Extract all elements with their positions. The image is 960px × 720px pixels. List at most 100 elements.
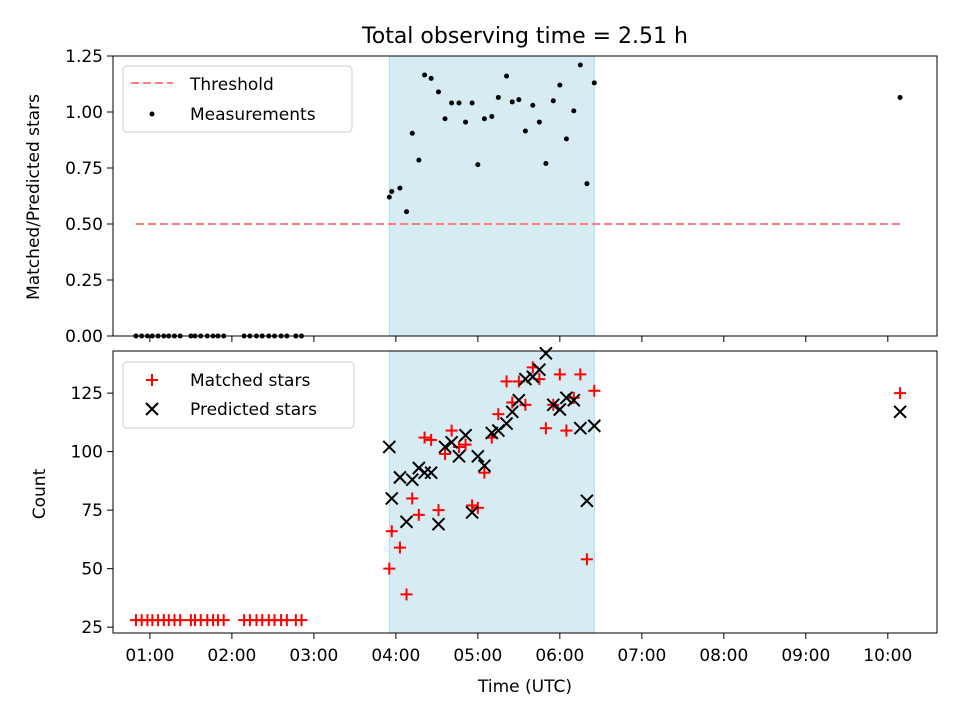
predicted-stars-point (573, 421, 588, 435)
matched-stars-point (174, 614, 187, 627)
matched-stars-point (432, 504, 445, 517)
top-y-axis: 0.00 0.25 0.50 0.75 1.00 1.25 (65, 47, 113, 347)
matched-stars-point (560, 424, 573, 437)
matched-stars-point (217, 614, 230, 627)
y-tick-label: 100 (71, 443, 103, 463)
predicted-stars-point (444, 435, 459, 449)
matched-stars-point (412, 508, 425, 521)
measurements-point (409, 130, 415, 136)
measurements-point (563, 136, 569, 142)
predicted-stars-point (458, 428, 473, 442)
measurements-point (404, 209, 410, 215)
matched-stars-point (466, 499, 479, 512)
matched-stars-point (574, 368, 587, 381)
bottom-marks (129, 346, 907, 627)
measurements-point (481, 116, 487, 122)
predicted-stars-point (499, 416, 514, 431)
x-tick-label: 06:00 (535, 646, 584, 666)
matched-stars-point (400, 588, 413, 601)
measurements-point (571, 108, 577, 114)
x-tick-label: 03:00 (289, 646, 338, 666)
matched-stars-point (425, 433, 438, 446)
top-x-ticks (149, 336, 889, 342)
matched-stars-point (492, 408, 505, 421)
matched-stars-point (406, 492, 419, 505)
predicted-stars-point (587, 419, 601, 433)
matched-stars-point (445, 424, 458, 437)
measurements-point (516, 97, 522, 103)
predicted-stars-point (893, 405, 907, 419)
y-tick-label: 50 (81, 560, 103, 580)
predicted-stars-point (438, 440, 452, 454)
predicted-stars-point (385, 491, 399, 506)
chart-title: Total observing time = 2.51 h (361, 24, 688, 49)
predicted-stars-point (424, 465, 438, 480)
y-tick-label: 1.25 (65, 47, 103, 67)
predicted-stars-point (505, 405, 519, 419)
bottom-shaded-interval (388, 350, 595, 634)
predicted-stars-point (539, 346, 553, 361)
measurements-point (536, 119, 542, 125)
measurements-point (389, 189, 395, 195)
predicted-stars-point (417, 465, 432, 480)
measurements-point (489, 113, 495, 119)
measurements-point (557, 82, 563, 88)
measurements-point (449, 100, 455, 106)
y-tick-label: 125 (71, 384, 103, 404)
predicted-stars-point (580, 494, 594, 508)
predicted-stars-point (559, 391, 574, 405)
measurements-point (422, 72, 428, 78)
matched-stars-point (553, 368, 566, 381)
predicted-stars-point (452, 449, 466, 464)
legend-threshold-label: Threshold (189, 75, 274, 95)
x-tick-label: 04:00 (371, 646, 420, 666)
measurements-point (428, 75, 434, 81)
x-tick-label: 01:00 (125, 646, 174, 666)
top-panel: 0.00 0.25 0.50 0.75 1.00 1.25 Matched/Predict… (24, 47, 938, 347)
measurements-point (463, 119, 469, 125)
top-shaded-interval (388, 55, 595, 337)
predicted-stars-point (518, 372, 533, 386)
measurements-point (577, 62, 583, 68)
top-legend: Threshold Measurements (122, 65, 353, 133)
matched-stars-point (580, 553, 593, 566)
measurements-point (475, 162, 481, 168)
predicted-stars-point (431, 517, 446, 531)
matched-stars-point (459, 438, 472, 451)
measurements-point (509, 99, 515, 105)
matched-stars-point (519, 398, 532, 411)
bottom-y-axis: 25 50 75 100 125 (71, 384, 113, 638)
legend-predicted-label: Predicted stars (190, 400, 317, 420)
y-tick-label: 25 (81, 618, 103, 638)
bottom-panel: 25 50 75 100 125 01:00 02:00 03:00 04:00 05:00 06… (30, 346, 938, 697)
y-tick-label: 0.00 (65, 327, 103, 347)
measurements-point (550, 98, 556, 104)
predicted-stars-point (382, 440, 397, 454)
x-tick-label: 08:00 (699, 646, 748, 666)
top-y-axis-label: Matched/Predicted stars (24, 94, 44, 300)
bottom-x-axis: 01:00 02:00 03:00 04:00 05:00 06:00 07:00 08:00… (125, 633, 912, 666)
predicted-stars-point (512, 393, 526, 407)
measurements-point (897, 94, 903, 100)
matched-stars-point (385, 525, 398, 538)
measurements-point (456, 100, 462, 106)
predicted-stars-point (532, 363, 547, 377)
bottom-plot-frame (112, 350, 938, 634)
matched-stars-point (567, 391, 580, 404)
predicted-stars-point (471, 449, 485, 464)
measurements-point (584, 181, 590, 187)
x-tick-label: 05:00 (453, 646, 502, 666)
measurements-point (386, 194, 392, 200)
predicted-stars-point (405, 473, 419, 487)
measurements-point (543, 161, 549, 167)
x-tick-label: 10:00 (863, 646, 912, 666)
legend-measurements-swatch (149, 111, 155, 117)
measurements-point (591, 80, 597, 86)
legend-measurements-label: Measurements (190, 105, 316, 125)
measurements-point (530, 102, 536, 108)
x-tick-label: 09:00 (781, 646, 830, 666)
x-tick-label: 02:00 (207, 646, 256, 666)
measurements-point (397, 185, 403, 191)
predicted-stars-point (553, 402, 567, 417)
bottom-legend: Matched stars Predicted stars (122, 361, 355, 429)
